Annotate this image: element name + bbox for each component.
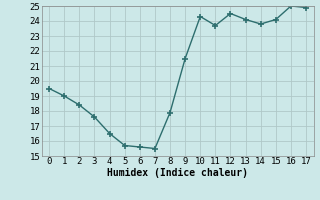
X-axis label: Humidex (Indice chaleur): Humidex (Indice chaleur) xyxy=(107,168,248,178)
